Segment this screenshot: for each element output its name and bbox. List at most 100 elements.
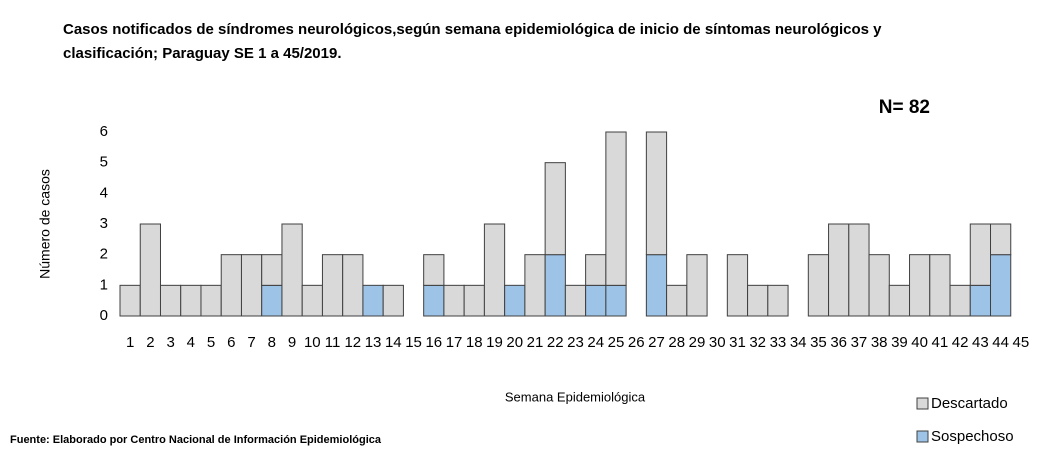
bar-segment	[990, 254, 1012, 317]
x-tick-label: 16	[425, 334, 442, 351]
x-tick-label: 42	[952, 334, 969, 351]
x-tick-label: 20	[506, 334, 523, 351]
bar-segment	[585, 254, 607, 286]
x-tick-label: 37	[851, 334, 868, 351]
x-tick-label: 39	[891, 334, 908, 351]
bar-segment	[888, 284, 911, 317]
x-axis-label: Semana Epidemiológica	[505, 389, 646, 404]
bar-segment	[949, 284, 971, 317]
x-tick-label: 27	[648, 334, 665, 351]
bar-segment	[301, 284, 323, 317]
y-axis-label: Número de casos	[37, 169, 53, 279]
x-tick-label: 13	[365, 334, 382, 351]
y-tick-label: 3	[100, 215, 108, 232]
x-tick-label: 26	[628, 334, 645, 351]
x-tick-label: 15	[405, 334, 422, 351]
y-tick-label: 4	[100, 184, 108, 201]
bar-segment	[828, 223, 850, 317]
x-tick-label: 7	[247, 334, 255, 351]
bar-segment	[463, 284, 485, 317]
x-tick-label: 12	[344, 334, 361, 351]
y-tick-label: 2	[100, 246, 108, 263]
bar-segment	[281, 223, 303, 317]
x-tick-label: 4	[187, 334, 195, 351]
bar-segment	[261, 254, 283, 286]
x-tick-label: 43	[972, 334, 989, 351]
bar-segment	[990, 223, 1012, 256]
x-tick-label: 19	[486, 334, 503, 351]
bar-segment	[342, 254, 364, 317]
x-tick-label: 18	[466, 334, 483, 351]
x-tick-label: 34	[790, 334, 807, 351]
x-tick-label: 30	[709, 334, 726, 351]
x-tick-label: 36	[830, 334, 847, 351]
x-tick-label: 2	[146, 334, 154, 351]
x-tick-label: 14	[385, 334, 402, 351]
bar-segment	[564, 284, 587, 317]
bar-segment	[524, 254, 546, 317]
x-tick-label: 41	[932, 334, 949, 351]
source-note: Fuente: Elaborado por Centro Nacional de…	[10, 434, 382, 446]
x-tick-label: 35	[810, 334, 827, 351]
bar-segment	[645, 131, 668, 256]
bar-segment	[382, 284, 404, 317]
bar-segment	[929, 254, 951, 317]
bar-segment	[686, 254, 708, 317]
bar-segment	[483, 223, 506, 317]
bar-segment	[605, 131, 627, 286]
x-tick-label: 22	[547, 334, 564, 351]
bar-segment	[666, 284, 688, 317]
bar-segment	[544, 162, 566, 256]
bar-segment	[645, 254, 668, 317]
x-tick-label: 29	[689, 334, 706, 351]
bar-segment	[362, 284, 384, 317]
bar-segment	[767, 284, 789, 317]
x-tick-label: 33	[770, 334, 787, 351]
y-tick-label: 1	[100, 276, 108, 293]
x-tick-label: 40	[911, 334, 928, 351]
x-tick-label: 45	[1013, 334, 1030, 351]
bar-segment	[868, 254, 890, 317]
bar-segment	[159, 284, 182, 317]
bar-segment	[504, 284, 526, 317]
bar-segment	[969, 223, 992, 286]
x-tick-label: 1	[126, 334, 134, 351]
bar-segment	[423, 254, 445, 286]
x-tick-label: 23	[567, 334, 584, 351]
annotation: N= 82	[879, 97, 930, 118]
legend-swatch	[916, 430, 929, 443]
x-tick-label: 11	[325, 334, 341, 351]
bar-segment	[443, 284, 465, 317]
x-tick-label: 9	[288, 334, 296, 351]
x-tick-label: 5	[207, 334, 215, 351]
x-tick-label: 24	[587, 334, 604, 351]
bar-segment	[544, 254, 566, 317]
y-tick-label: 6	[100, 123, 108, 140]
chart-title: Casos notificados de síndromes neurológi…	[63, 21, 882, 62]
x-tick-label: 17	[446, 334, 463, 351]
bar-segment	[969, 284, 992, 317]
x-tick-label: 31	[729, 334, 746, 351]
bar-segment	[848, 223, 870, 317]
legend-swatch	[916, 397, 929, 410]
x-tick-label: 3	[166, 334, 174, 351]
x-tick-label: 6	[227, 334, 235, 351]
bar-segment	[139, 223, 161, 317]
x-tick-label: 25	[608, 334, 625, 351]
x-tick-label: 8	[268, 334, 276, 351]
x-tick-label: 10	[304, 334, 321, 351]
x-tick-label: 21	[527, 334, 544, 351]
bar-segment	[605, 284, 627, 317]
bar-segment	[119, 284, 141, 317]
x-tick-label: 28	[668, 334, 685, 351]
x-tick-label: 38	[871, 334, 888, 351]
legend-label: Sospechoso	[931, 428, 1014, 445]
y-tick-label: 0	[100, 307, 108, 324]
bar-segment	[909, 254, 931, 317]
x-tick-label: 44	[992, 334, 1009, 351]
bar-segment	[807, 254, 830, 317]
bar-segment	[423, 284, 445, 317]
bar-segment	[747, 284, 769, 317]
